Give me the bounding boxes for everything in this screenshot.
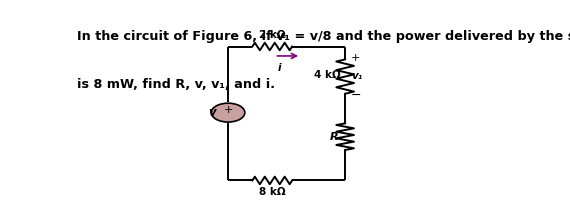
Text: +: + — [351, 53, 360, 63]
Text: In the circuit of Figure 6, if v₁ = v/8 and the power delivered by the source: In the circuit of Figure 6, if v₁ = v/8 … — [76, 30, 570, 43]
Text: is 8 mW, find R, v, v₁, and i.: is 8 mW, find R, v, v₁, and i. — [76, 78, 275, 91]
Text: v: v — [208, 106, 215, 119]
Text: +: + — [223, 105, 233, 115]
Text: 8 kΩ: 8 kΩ — [259, 187, 286, 197]
Text: v₁: v₁ — [352, 71, 363, 81]
Ellipse shape — [211, 103, 245, 122]
Text: 4 kΩ: 4 kΩ — [314, 70, 341, 80]
Text: −: − — [351, 89, 361, 102]
Text: R: R — [330, 132, 339, 142]
Text: 2 kΩ: 2 kΩ — [259, 30, 286, 40]
Text: i: i — [278, 63, 282, 73]
